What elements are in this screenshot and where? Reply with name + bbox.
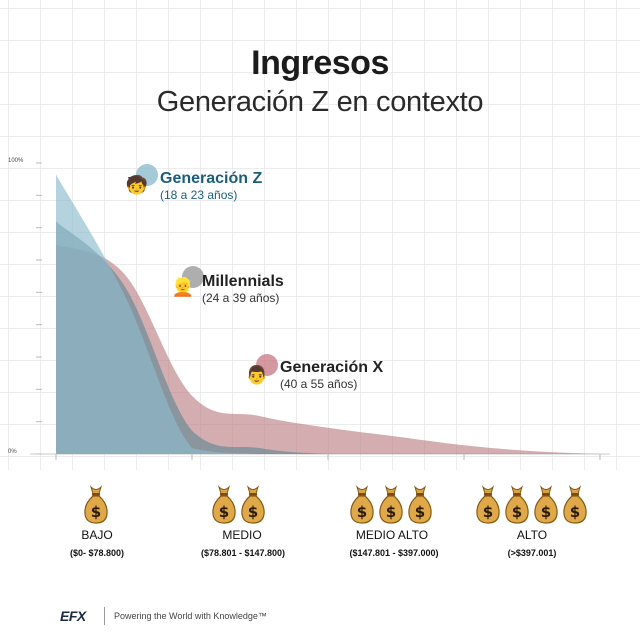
- svg-text:$: $: [386, 503, 396, 521]
- category-label-medio-alto: MEDIO ALTO: [355, 528, 429, 542]
- millennials-label: Millennials: [202, 273, 284, 290]
- y-tick-0: 0%: [8, 449, 17, 455]
- money-bag-icon: $: [474, 484, 502, 524]
- gen-z-label: Generación Z: [160, 170, 263, 187]
- money-bag-icon: $: [82, 484, 110, 524]
- money-bag-icon: $: [239, 484, 267, 524]
- series-area-generaci-n-z: [56, 174, 600, 454]
- gen-z-range: (18 a 23 años): [160, 188, 238, 202]
- efx-logo: EFX: [60, 608, 86, 624]
- money-bag-icon: $: [210, 484, 238, 524]
- footer-tagline: Powering the World with Knowledge™: [114, 611, 267, 621]
- category-range-medio: ($78.801 - $147.800): [200, 548, 286, 558]
- y-tick-100: 100%: [8, 158, 24, 164]
- gen-x-range: (40 a 55 años): [280, 377, 358, 391]
- money-bag-icon: $: [406, 484, 434, 524]
- money-bag-icon: $: [561, 484, 589, 524]
- money-bag-icon: $: [503, 484, 531, 524]
- footer-divider: [104, 607, 105, 625]
- category-range-medio-alto: ($147.801 - $397.000): [349, 548, 439, 558]
- svg-text:$: $: [483, 503, 493, 521]
- svg-text:$: $: [541, 503, 551, 521]
- money-bag-icon: $: [377, 484, 405, 524]
- chart-title: Ingresos: [251, 44, 389, 82]
- millennials-bubble: [182, 266, 204, 288]
- money-bags-bajo: $: [82, 484, 110, 524]
- gen-z-avatar-icon: 🧒: [125, 175, 149, 195]
- svg-text:$: $: [91, 503, 101, 521]
- svg-text:$: $: [570, 503, 580, 521]
- category-range-bajo: ($0- $78.800): [69, 548, 125, 558]
- series-area-generaci-n-x: [56, 244, 600, 454]
- money-bags-medio: $ $: [210, 484, 267, 524]
- category-range-alto: (>$397.001): [507, 548, 557, 558]
- category-label-medio: MEDIO: [222, 528, 262, 542]
- millennials-range: (24 a 39 años): [202, 291, 280, 305]
- svg-text:$: $: [357, 503, 367, 521]
- millennials-avatar-icon: 👱: [171, 277, 195, 297]
- category-label-alto: ALTO: [516, 528, 548, 542]
- svg-text:$: $: [415, 503, 425, 521]
- gen-z-bubble: [136, 164, 158, 186]
- gen-x-label: Generación X: [280, 359, 384, 376]
- gen-x-bubble: [256, 354, 278, 376]
- gen-x-avatar-icon: 👨: [245, 365, 269, 385]
- svg-text:$: $: [219, 503, 229, 521]
- money-bag-icon: $: [348, 484, 376, 524]
- svg-text:$: $: [248, 503, 258, 521]
- money-bags-medio-alto: $ $ $: [348, 484, 434, 524]
- area-chart: [30, 162, 610, 460]
- svg-text:$: $: [512, 503, 522, 521]
- money-bag-icon: $: [532, 484, 560, 524]
- chart-subtitle: Generación Z en contexto: [156, 86, 484, 118]
- money-bags-alto: $ $ $ $: [474, 484, 589, 524]
- category-label-bajo: BAJO: [81, 528, 113, 542]
